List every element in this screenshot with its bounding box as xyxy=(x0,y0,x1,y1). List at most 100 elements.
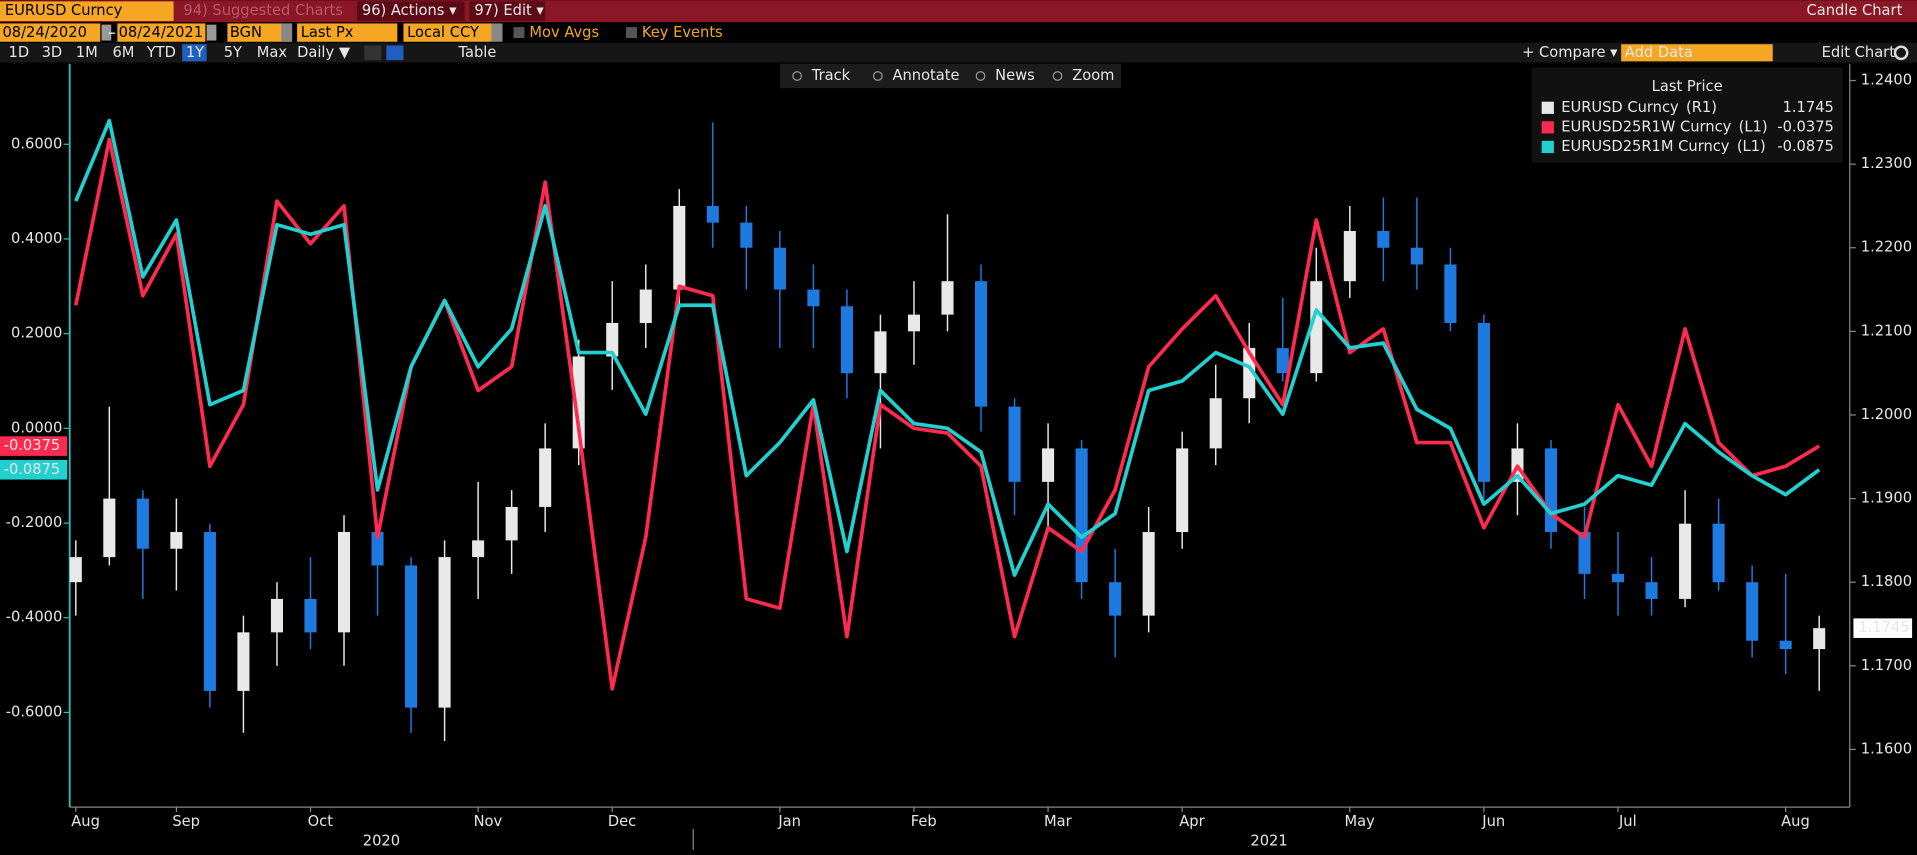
legend-value: -0.0875 xyxy=(1777,138,1834,155)
y-tick-label: -0.4000 xyxy=(6,609,63,626)
checkbox[interactable] xyxy=(625,27,637,39)
tool[interactable]: News xyxy=(995,67,1035,84)
edit-chart[interactable]: Edit Chart xyxy=(1822,44,1896,61)
y2-tick-label: 1.1600 xyxy=(1861,740,1912,757)
chart-icon[interactable] xyxy=(386,45,404,61)
selected-period[interactable] xyxy=(182,44,207,62)
y2-tick-label: 1.2000 xyxy=(1861,406,1912,423)
candle-body xyxy=(874,331,887,374)
period[interactable]: Max xyxy=(257,44,288,61)
end-date-box[interactable] xyxy=(117,23,206,42)
candle-body xyxy=(1109,582,1122,616)
period[interactable]: 1Y xyxy=(186,44,204,61)
actions-button[interactable] xyxy=(356,1,465,21)
security[interactable]: EURUSD Curncy xyxy=(5,2,123,19)
suggested-charts[interactable]: 94) Suggested Charts xyxy=(183,2,343,19)
y2-tick-label: 1.1900 xyxy=(1861,490,1912,507)
y2-tick-label: 1.2200 xyxy=(1861,239,1912,256)
candle-body xyxy=(438,557,451,708)
legend-entries: EURUSD Curncy (R1) 1.1745 EURUSD25R1W Curnc… xyxy=(1541,99,1834,155)
tool[interactable]: Zoom xyxy=(1072,67,1114,84)
legend-swatch xyxy=(1541,140,1554,154)
tool-icon[interactable] xyxy=(872,71,883,81)
key-events[interactable]: Key Events xyxy=(642,24,723,41)
candle-body xyxy=(974,281,988,407)
candle-body xyxy=(1209,398,1222,449)
actions[interactable]: 96) Actions ▾ xyxy=(362,2,457,19)
add-data-box[interactable] xyxy=(1621,44,1773,62)
candle-body xyxy=(1477,322,1490,482)
candle-body xyxy=(472,540,485,558)
dropdown[interactable] xyxy=(491,23,503,42)
candle-body xyxy=(1410,247,1423,265)
end-date[interactable]: 08/24/2021 xyxy=(119,24,203,41)
y2-tick-label: 1.1700 xyxy=(1861,657,1912,674)
candle-body xyxy=(170,532,183,549)
y-tick-label: 0.6000 xyxy=(11,135,62,152)
tool[interactable]: Track xyxy=(811,67,851,84)
mov-avgs[interactable]: Mov Avgs xyxy=(529,24,599,41)
legend-axis-tag: (L1) xyxy=(1739,118,1768,135)
tool-icon[interactable] xyxy=(975,71,986,81)
tool[interactable]: Annotate xyxy=(892,67,959,84)
chart-icon[interactable] xyxy=(364,45,382,61)
field-box[interactable] xyxy=(297,23,398,42)
currency[interactable]: Local CCY xyxy=(407,24,479,41)
tool-group: Track Annotate News Zoom xyxy=(792,67,1114,84)
candle-body xyxy=(807,289,820,307)
market-box[interactable] xyxy=(227,23,291,42)
y-tick-label: 0.4000 xyxy=(11,230,62,247)
compare[interactable]: + Compare ▾ xyxy=(1522,44,1618,61)
frequency[interactable]: Daily ▼ xyxy=(297,44,351,61)
market[interactable]: BGN xyxy=(230,24,262,41)
year-label: 2021 xyxy=(1250,832,1287,849)
period[interactable]: 3D xyxy=(42,44,63,61)
security-box[interactable] xyxy=(0,1,174,21)
candle-body xyxy=(1310,281,1323,374)
settings-icon[interactable] xyxy=(1893,45,1909,61)
add-data[interactable]: Add Data xyxy=(1625,44,1693,61)
candle-body xyxy=(1176,448,1189,533)
y-tick-label: 0.0000 xyxy=(11,419,62,436)
candle-body xyxy=(1712,523,1725,583)
candle-body xyxy=(1544,448,1558,533)
currency-box[interactable] xyxy=(403,23,492,42)
last-value: 1.1745 xyxy=(1858,619,1909,636)
tool-icon[interactable] xyxy=(1052,71,1063,81)
calendar-icon[interactable] xyxy=(206,24,217,41)
x-tick-label: Dec xyxy=(608,813,636,830)
legend-axis-tag: (L1) xyxy=(1737,138,1766,155)
x-tick-label: Jan xyxy=(777,813,801,830)
tool-icon[interactable] xyxy=(792,71,803,81)
candle-body xyxy=(673,205,686,290)
field[interactable]: Last Px xyxy=(301,24,354,41)
period[interactable]: 1M xyxy=(76,44,98,61)
period[interactable]: YTD xyxy=(146,44,176,61)
period[interactable]: 5Y xyxy=(224,44,242,61)
candle-body xyxy=(1611,573,1625,583)
period[interactable]: 1D xyxy=(9,44,30,61)
y-tick-label: -0.2000 xyxy=(6,514,63,531)
candle-body xyxy=(405,565,418,708)
dropdown[interactable] xyxy=(281,23,293,42)
periods: 1D 3D 1M 6M YTD 1Y 5Y Max xyxy=(9,44,288,62)
candle-body xyxy=(1377,231,1390,248)
period[interactable]: 6M xyxy=(112,44,134,61)
last-value-tag xyxy=(1853,618,1913,638)
candle-body xyxy=(740,222,753,248)
y-tick-label: 0.2000 xyxy=(11,325,62,342)
start-date[interactable]: 08/24/2020 xyxy=(2,24,86,41)
start-date-box[interactable] xyxy=(0,23,101,42)
year-label: 2020 xyxy=(363,832,400,849)
table[interactable]: Table xyxy=(457,44,496,61)
last-value-tag xyxy=(0,436,68,456)
edit-button[interactable] xyxy=(469,1,546,21)
checkbox[interactable] xyxy=(513,27,525,39)
x-tick-label: Aug xyxy=(71,813,100,830)
calendar-icon[interactable] xyxy=(101,24,112,41)
edit[interactable]: 97) Edit ▾ xyxy=(474,2,544,19)
candle-body xyxy=(941,281,954,315)
y2-tick-label: 1.2300 xyxy=(1861,155,1912,172)
